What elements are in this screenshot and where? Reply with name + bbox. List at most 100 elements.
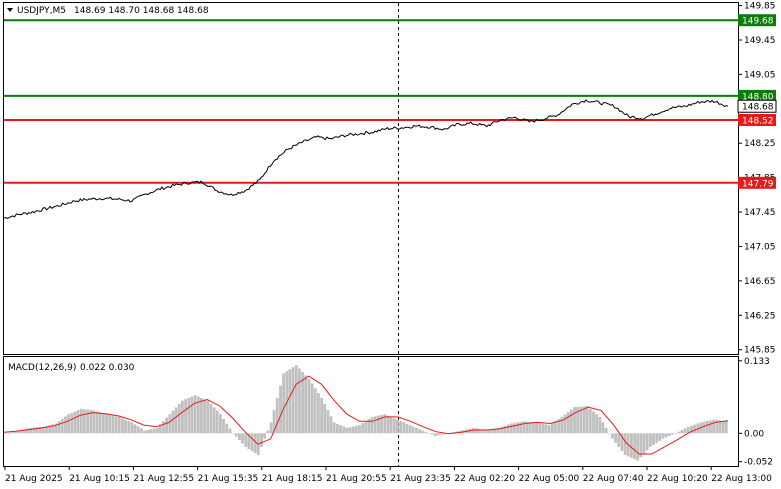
macd-histogram-bar	[614, 433, 617, 443]
level-tag-148.80	[738, 89, 776, 102]
time-label: 21 Aug 2025	[5, 474, 63, 484]
macd-histogram-bar	[421, 430, 425, 434]
level-tag-label: 149.68	[742, 17, 774, 27]
macd-histogram-bar	[667, 433, 671, 436]
macd-histogram-bar	[475, 428, 478, 434]
macd-histogram-bar	[244, 433, 248, 447]
macd-histogram-bar	[560, 416, 564, 434]
macd-histogram-bar	[399, 421, 402, 434]
macd-histogram-bar	[566, 412, 570, 434]
macd-histogram-bar	[557, 419, 561, 434]
macd-histogram-bar	[623, 433, 627, 456]
macd-values: 0.022 0.030	[80, 363, 135, 373]
macd-histogram-bar	[95, 411, 99, 434]
macd-histogram-bar	[212, 407, 216, 434]
level-tag-149.68	[738, 14, 776, 27]
macd-histogram-bar	[484, 430, 488, 434]
macd-histogram-bar	[405, 423, 409, 434]
time-label: 22 Aug 10:20	[647, 474, 708, 484]
macd-histogram-bar	[111, 415, 115, 434]
macd-histogram-bar	[294, 365, 298, 434]
macd-histogram-bar	[38, 427, 42, 434]
macd-layer	[3, 365, 729, 461]
macd-histogram-bar	[411, 426, 415, 434]
macd-histogram-bar	[124, 419, 127, 434]
time-label: 22 Aug 13:00	[711, 474, 772, 484]
macd-histogram-bar	[320, 397, 323, 434]
macd-histogram-bar	[238, 433, 241, 441]
macd-histogram-bar	[200, 397, 203, 434]
level-tag-label: 148.52	[742, 117, 774, 127]
macd-histogram-bar	[402, 422, 406, 434]
macd-histogram-bar	[92, 410, 96, 434]
price-line	[3, 99, 729, 219]
macd-histogram-bar	[503, 425, 507, 434]
macd-histogram-bar	[383, 414, 387, 434]
macd-histogram-bar	[418, 429, 421, 434]
macd-histogram-bar	[538, 423, 542, 434]
time-label: 21 Aug 23:35	[390, 474, 451, 484]
macd-histogram-bar	[206, 400, 210, 434]
macd-histogram-bar	[203, 399, 206, 434]
macd-histogram-bar	[7, 432, 10, 434]
macd-histogram-bar	[528, 421, 532, 434]
macd-tick-label: 0.00	[744, 429, 764, 439]
macd-histogram-bar	[174, 407, 178, 434]
macd-histogram-bar	[310, 383, 314, 434]
macd-histogram-bar	[241, 433, 244, 444]
macd-histogram-bar	[228, 428, 232, 434]
macd-histogram-bar	[329, 416, 333, 434]
level-tag-147.79	[738, 176, 776, 189]
macd-histogram-bar	[434, 433, 437, 436]
macd-histogram-bar	[158, 424, 162, 434]
macd-histogram-bar	[121, 418, 124, 434]
time-label: 21 Aug 12:55	[133, 474, 194, 484]
macd-histogram-bar	[519, 421, 523, 434]
macd-histogram-bar	[196, 396, 200, 434]
macd-histogram-bar	[184, 399, 187, 434]
macd-histogram-bar	[89, 410, 93, 434]
macd-histogram-bar	[592, 411, 595, 434]
macd-histogram-bar	[370, 416, 374, 434]
macd-histogram-bar	[234, 433, 238, 437]
macd-label: MACD(12,26,9)	[8, 363, 76, 373]
macd-histogram-bar	[573, 407, 576, 434]
time-label: 22 Aug 02:20	[454, 474, 515, 484]
macd-histogram-bar	[127, 421, 131, 434]
level-tag-label: 148.80	[742, 92, 774, 102]
macd-histogram-bar	[715, 420, 719, 434]
macd-histogram-bar	[712, 419, 715, 434]
macd-histogram-bar	[516, 422, 519, 434]
macd-histogram-bar	[301, 372, 304, 434]
macd-histogram-bar	[535, 422, 538, 434]
macd-histogram-bar	[165, 417, 168, 434]
macd-histogram-bar	[149, 429, 153, 434]
symbol-dropdown-icon[interactable]	[7, 8, 13, 12]
macd-histogram-bar	[671, 433, 674, 435]
macd-histogram-bar	[143, 430, 146, 434]
macd-histogram-bar	[317, 393, 320, 434]
price-tick-label: 146.25	[744, 311, 776, 321]
macd-histogram-bar	[304, 375, 308, 434]
macd-histogram-bar	[86, 409, 89, 434]
tag-layer: 149.68 148.80 148.52 147.79 148.68	[737, 14, 777, 189]
macd-histogram-bar	[547, 425, 551, 434]
time-label: 22 Aug 05:00	[519, 474, 580, 484]
macd-histogram-bar	[718, 420, 722, 434]
macd-histogram-bar	[152, 428, 156, 434]
macd-histogram-bar	[607, 433, 611, 434]
macd-histogram-bar	[645, 433, 649, 451]
macd-histogram-bar	[171, 410, 175, 434]
macd-histogram-bar	[380, 414, 383, 434]
macd-histogram-bar	[709, 420, 712, 434]
macd-histogram-bar	[326, 410, 330, 434]
macd-histogram-bar	[686, 426, 690, 434]
macd-histogram-bar	[222, 419, 225, 434]
macd-histogram-bar	[272, 410, 276, 434]
macd-histogram-bar	[348, 427, 352, 434]
macd-histogram-bar	[525, 421, 529, 434]
macd-histogram-bar	[494, 428, 497, 434]
macd-histogram-bar	[588, 408, 592, 434]
macd-histogram-bar	[509, 423, 513, 434]
